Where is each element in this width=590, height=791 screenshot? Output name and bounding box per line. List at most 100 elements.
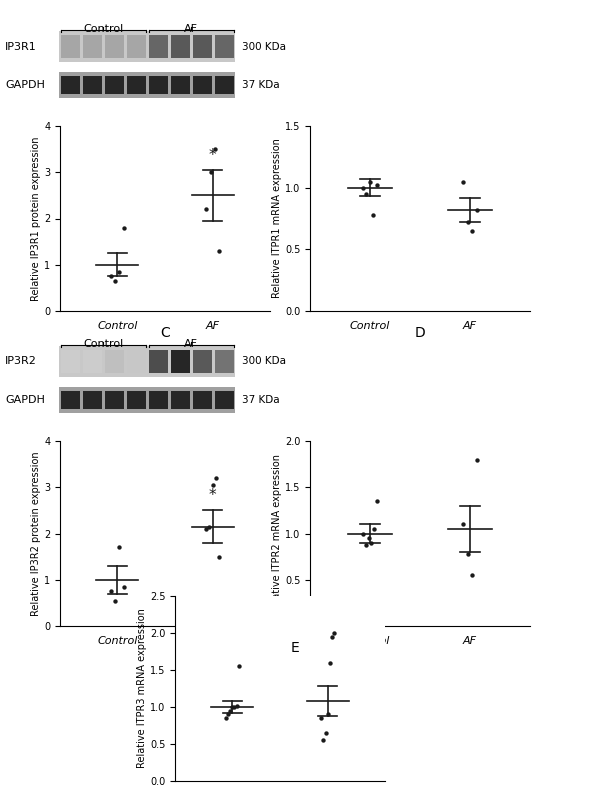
Bar — [61, 35, 80, 58]
Point — [361, 538, 371, 551]
Text: 37 KDa: 37 KDa — [242, 395, 280, 405]
Bar — [105, 35, 124, 58]
Bar — [105, 76, 124, 94]
Point — [358, 527, 368, 539]
Point — [325, 657, 335, 669]
Point — [225, 704, 235, 717]
Point — [364, 532, 373, 544]
Point — [362, 187, 371, 200]
Bar — [61, 76, 80, 94]
Text: GAPDH: GAPDH — [5, 395, 45, 405]
Point — [372, 495, 382, 508]
Text: E: E — [291, 641, 299, 655]
Text: 37 KDa: 37 KDa — [242, 80, 280, 89]
Y-axis label: Relative IP3R2 protein expression: Relative IP3R2 protein expression — [31, 451, 41, 616]
Point — [215, 244, 224, 257]
Y-axis label: Relative ITPR3 mRNA expression: Relative ITPR3 mRNA expression — [137, 608, 147, 768]
Bar — [83, 76, 101, 94]
Text: D: D — [415, 326, 425, 340]
Point — [221, 712, 230, 725]
Text: C: C — [160, 326, 170, 340]
Point — [210, 143, 219, 156]
Bar — [105, 350, 124, 373]
Bar — [215, 350, 234, 373]
Point — [372, 179, 382, 191]
Point — [369, 209, 378, 221]
Y-axis label: Relative IP3R1 protein expression: Relative IP3R1 protein expression — [31, 136, 41, 301]
Point — [110, 594, 120, 607]
Text: Control: Control — [83, 25, 123, 34]
Point — [115, 265, 124, 278]
Text: AF: AF — [185, 339, 198, 350]
Point — [201, 523, 211, 536]
Point — [458, 518, 468, 531]
Bar — [60, 346, 235, 377]
Point — [106, 585, 115, 598]
Point — [119, 221, 129, 234]
Bar — [149, 391, 168, 409]
Bar — [193, 35, 212, 58]
Point — [468, 569, 477, 581]
Point — [201, 203, 211, 216]
Text: Control: Control — [83, 339, 123, 350]
Bar — [127, 391, 146, 409]
Bar — [193, 76, 212, 94]
Point — [472, 453, 481, 466]
Point — [205, 520, 214, 533]
Bar — [61, 391, 80, 409]
Text: *: * — [209, 488, 217, 503]
Bar — [215, 76, 234, 94]
Point — [319, 734, 328, 747]
Point — [327, 630, 337, 643]
Point — [230, 701, 239, 713]
Bar — [193, 350, 212, 373]
Point — [106, 270, 115, 282]
Point — [463, 547, 473, 560]
Point — [316, 712, 326, 725]
Bar — [60, 387, 235, 412]
Bar — [193, 391, 212, 409]
Bar — [127, 350, 146, 373]
Point — [369, 523, 379, 536]
Point — [468, 225, 477, 237]
Bar — [171, 350, 190, 373]
Bar — [83, 35, 101, 58]
Point — [458, 175, 468, 187]
Text: *: * — [209, 148, 217, 162]
Point — [323, 708, 332, 721]
Point — [321, 727, 330, 740]
Text: 300 KDa: 300 KDa — [242, 41, 286, 51]
Text: 300 KDa: 300 KDa — [242, 357, 286, 366]
Point — [223, 708, 232, 721]
Y-axis label: Relative ITPR1 mRNA expression: Relative ITPR1 mRNA expression — [272, 138, 282, 298]
Point — [119, 581, 129, 593]
Point — [365, 175, 375, 187]
Point — [234, 660, 244, 672]
Point — [232, 699, 241, 712]
Bar — [215, 391, 234, 409]
Bar — [149, 76, 168, 94]
Point — [330, 626, 339, 639]
Point — [463, 216, 473, 229]
Bar — [171, 35, 190, 58]
Bar — [60, 31, 235, 62]
Bar — [127, 35, 146, 58]
Point — [215, 551, 224, 563]
Point — [206, 166, 215, 179]
Point — [208, 479, 218, 491]
Bar — [127, 76, 146, 94]
Bar — [149, 35, 168, 58]
Bar — [60, 72, 235, 97]
Point — [110, 274, 120, 287]
Bar — [83, 350, 101, 373]
Text: GAPDH: GAPDH — [5, 80, 45, 89]
Point — [211, 471, 221, 484]
Y-axis label: Relative ITPR2 mRNA expression: Relative ITPR2 mRNA expression — [272, 453, 282, 614]
Point — [366, 536, 376, 549]
Text: AF: AF — [185, 25, 198, 34]
Point — [358, 181, 368, 194]
Bar — [171, 391, 190, 409]
Bar — [83, 391, 101, 409]
Bar — [61, 350, 80, 373]
Point — [228, 701, 237, 713]
